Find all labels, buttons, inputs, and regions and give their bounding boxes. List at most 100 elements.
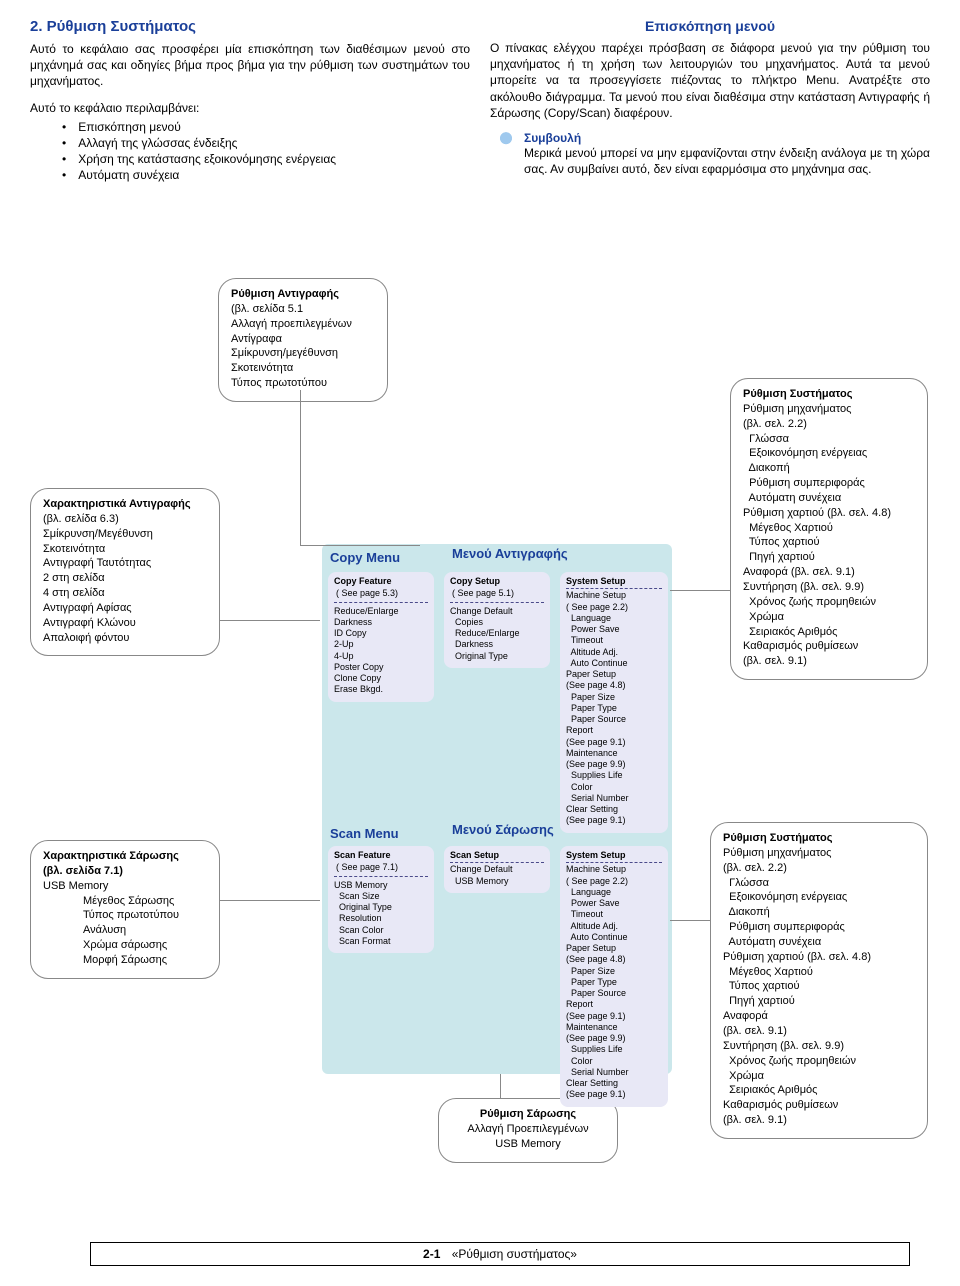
menu-box-title: Copy Feature	[334, 576, 428, 587]
menu-box-item: (See page 4.8)	[566, 954, 662, 965]
left-column: 2. Ρύθμιση Συστήματος Αυτό το κεφάλαιο σ…	[30, 18, 470, 184]
menu-box-ref: ( See page 7.1)	[336, 862, 428, 873]
right-column: Επισκόπηση μενού Ο πίνακας ελέγχου παρέχ…	[490, 18, 930, 184]
callout-line: (βλ. σελ. 2.2)	[723, 862, 787, 874]
menu-box-item: Paper Size	[566, 692, 662, 703]
callout-line: Ρύθμιση χαρτιού (βλ. σελ. 4.8)	[723, 951, 871, 963]
list-item: Επισκόπηση μενού	[62, 120, 470, 134]
menu-box-item: Paper Type	[566, 703, 662, 714]
menu-box-item: Auto Continue	[566, 658, 662, 669]
menu-box-item: Clone Copy	[334, 673, 428, 684]
includes-label: Αυτό το κεφάλαιο περιλαμβάνει:	[30, 100, 470, 116]
callout-line: Πηγή χαρτιού	[723, 995, 795, 1007]
diagram-title-copy-en: Copy Menu	[330, 550, 400, 565]
menu-box-item: Clear Setting	[566, 1078, 662, 1089]
menu-box-title: Scan Setup	[450, 850, 544, 863]
intro-paragraph: Αυτό το κεφάλαιο σας προσφέρει μία επισκ…	[30, 41, 470, 90]
top-columns: 2. Ρύθμιση Συστήματος Αυτό το κεφάλαιο σ…	[0, 0, 960, 184]
overview-title: Επισκόπηση μενού	[490, 18, 930, 34]
menu-box-scan-feature: Scan Feature ( See page 7.1) USB Memory …	[328, 846, 434, 953]
callout-scan-setup: Ρύθμιση Σάρωσης Αλλαγή Προεπιλεγμένων US…	[438, 1098, 618, 1163]
menu-box-item: USB Memory	[334, 880, 428, 891]
callout-line: Εξοικονόμηση ενέργειας	[723, 891, 847, 903]
callout-title: Ρύθμιση Συστήματος	[743, 388, 852, 400]
connector-line	[220, 620, 320, 621]
menu-box-item: Reduce/Enlarge	[450, 628, 544, 639]
menu-diagram: Copy Menu Μενού Αντιγραφής Copy Feature …	[322, 544, 672, 1074]
menu-box-item: Darkness	[334, 617, 428, 628]
connector-line	[300, 545, 420, 546]
callout-item: Αλλαγή Προεπιλεγμένων	[467, 1123, 588, 1135]
callout-item: Αντιγραφή Κλώνου	[43, 617, 136, 629]
menu-box-item: Scan Color	[334, 925, 428, 936]
menu-box-item: Darkness	[450, 639, 544, 650]
menu-box-item: Change Default	[450, 864, 544, 875]
menu-box-item: Supplies Life	[566, 770, 662, 781]
callout-line: (βλ. σελ. 9.1)	[723, 1025, 787, 1037]
callout-line: Σειριακός Αριθμός	[723, 1084, 817, 1096]
callout-item: Σκοτεινότητα	[231, 362, 293, 374]
callout-line: Εξοικονόμηση ενέργειας	[743, 447, 867, 459]
menu-box-item: Altitude Adj.	[566, 647, 662, 658]
callout-line: Χρώμα	[723, 1070, 764, 1082]
menu-box-item: (See page 9.1)	[566, 815, 662, 826]
callout-line: Ρύθμιση μηχανήματος	[743, 403, 851, 415]
callout-copy-feature: Χαρακτηριστικά Αντιγραφής (βλ. σελίδα 6.…	[30, 488, 220, 656]
menu-box-scan-setup: Scan Setup Change Default USB Memory	[444, 846, 550, 893]
menu-box-item: Report	[566, 725, 662, 736]
callout-item: Σκοτεινότητα	[43, 543, 105, 555]
callout-ref: (βλ. σελίδα 5.1	[231, 303, 303, 315]
callout-item: Σμίκρυνση/μεγέθυνση	[231, 347, 338, 359]
menu-box-item: Original Type	[450, 651, 544, 662]
menu-box-item: Supplies Life	[566, 1044, 662, 1055]
callout-line: Συντήρηση (βλ. σελ. 9.9)	[723, 1040, 844, 1052]
callout-item: Σμίκρυνση/Μεγέθυνση	[43, 528, 153, 540]
callout-ref: (βλ. σελίδα 6.3)	[43, 513, 119, 525]
callout-item: Χρώμα σάρωσης	[43, 938, 167, 953]
menu-box-item: Original Type	[334, 902, 428, 913]
list-item: Αυτόματη συνέχεια	[62, 168, 470, 182]
menu-box-item: (See page 9.1)	[566, 1089, 662, 1100]
menu-box-item: Poster Copy	[334, 662, 428, 673]
menu-box-item: USB Memory	[450, 876, 544, 887]
list-item: Αλλαγή της γλώσσας ένδειξης	[62, 136, 470, 150]
menu-box-item: Paper Source	[566, 714, 662, 725]
callout-item: Αντιγραφή Αφίσας	[43, 602, 132, 614]
menu-box-item: ID Copy	[334, 628, 428, 639]
menu-box-title: System Setup	[566, 576, 662, 589]
menu-box-item: ( See page 2.2)	[566, 602, 662, 613]
tip-body: Μερικά μενού μπορεί να μην εμφανίζονται …	[524, 145, 930, 177]
callout-line: Καθαρισμός ρυθμίσεων	[723, 1099, 838, 1111]
menu-box-item: Report	[566, 999, 662, 1010]
menu-box-item: Serial Number	[566, 793, 662, 804]
callout-item: Απαλοιφή φόντου	[43, 632, 129, 644]
callout-line: Τύπος χαρτιού	[743, 536, 819, 548]
menu-box-item: Color	[566, 782, 662, 793]
callout-line: Αυτόματη συνέχεια	[723, 936, 821, 948]
callout-line: Ρύθμιση χαρτιού (βλ. σελ. 4.8)	[743, 507, 891, 519]
diagram-title-scan-el: Μενού Σάρωσης	[452, 822, 554, 837]
callout-title: Ρύθμιση Αντιγραφής	[231, 288, 339, 300]
footer-page: 2-1	[423, 1247, 440, 1261]
callout-line: Καθαρισμός ρυθμίσεων	[743, 640, 858, 652]
callout-line: (βλ. σελ. 9.1)	[723, 1114, 787, 1126]
menu-box-title: Copy Setup	[450, 576, 544, 587]
callout-item: 4 στη σελίδα	[43, 587, 105, 599]
callout-ref: (βλ. σελίδα 7.1)	[43, 865, 123, 877]
connector-line	[670, 590, 730, 591]
menu-box-item: Clear Setting	[566, 804, 662, 815]
tip-icon	[496, 131, 516, 149]
menu-box-item: Maintenance	[566, 1022, 662, 1033]
diagram-title-scan-en: Scan Menu	[330, 826, 399, 841]
connector-line	[300, 390, 301, 545]
tip-row: Συμβουλή Μερικά μενού μπορεί να μην εμφα…	[490, 131, 930, 177]
menu-box-item: Machine Setup	[566, 864, 662, 875]
callout-line: Ρύθμιση συμπεριφοράς	[723, 921, 845, 933]
menu-box-item: Change Default	[450, 606, 544, 617]
callout-line: Πηγή χαρτιού	[743, 551, 815, 563]
menu-box-item: Resolution	[334, 913, 428, 924]
menu-box-system-setup-scan: System Setup Machine Setup ( See page 2.…	[560, 846, 668, 1107]
callout-item: Μέγεθος Σάρωσης	[43, 894, 174, 909]
callout-item: Αντίγραφα	[231, 333, 282, 345]
callout-item: USB Memory	[43, 880, 108, 892]
